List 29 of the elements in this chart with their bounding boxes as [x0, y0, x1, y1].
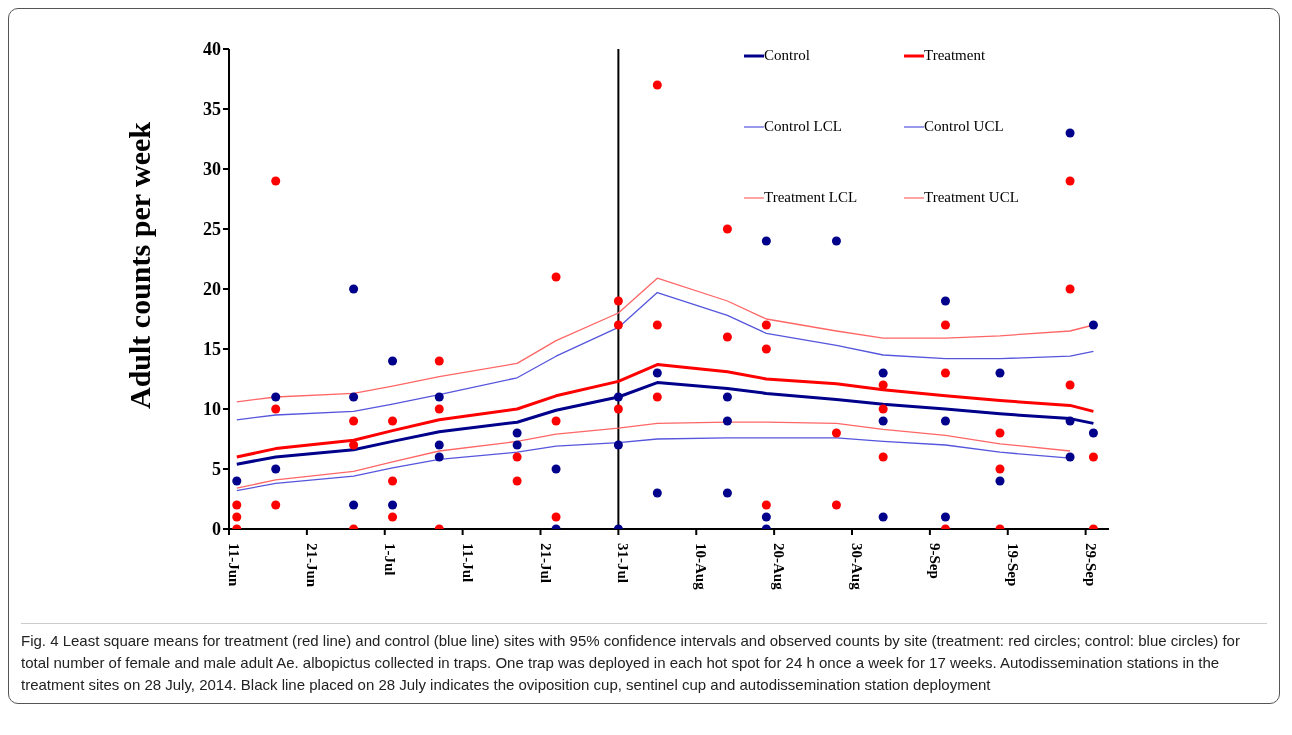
y-tick-label: 30 [203, 159, 221, 180]
legend-label: Control LCL [764, 118, 842, 135]
legend-label: Control UCL [924, 118, 1004, 135]
x-tick-label: 20-Aug [771, 543, 788, 591]
y-tick-label: 25 [203, 219, 221, 240]
x-tick-label: 29-Sep [1082, 543, 1099, 587]
x-tick-label: 30-Aug [849, 543, 866, 591]
x-tick-label: 9-Sep [926, 543, 943, 579]
legend-label: Control [764, 47, 810, 64]
x-tick-label: 31-Jul [615, 543, 632, 584]
x-tick-label: 21-Jun [303, 543, 320, 588]
x-tick-label: 11-Jul [459, 543, 476, 583]
x-tick-label: 19-Sep [1004, 543, 1021, 587]
y-tick-label: 15 [203, 339, 221, 360]
y-tick-label: 0 [212, 519, 221, 540]
legend-label: Treatment UCL [924, 189, 1019, 206]
caption: Fig. 4 Least square means for treatment (red line) and control (blue line) sites with 95% confidence intervals and observed counts by site (treatment: red circles; control: blue circles) for total number of female and male adult Ae. albopictus collected in traps. One trap was deployed in each hot spot for 24 h once a week for 17 weeks. Autodissemination stations in the treatment sites on 28 July, 2014. Black line placed on 28 July indicates the oviposition cup, sentinel cup and autodissemination station deployment [21, 631, 1241, 695]
x-tick-label: 21-Jul [537, 543, 554, 584]
y-tick-label: 20 [203, 279, 221, 300]
y-tick-label: 35 [203, 99, 221, 120]
x-tick-label: 1-Jul [381, 543, 398, 576]
y-tick-label: 10 [203, 399, 221, 420]
x-tick-label: 11-Jun [226, 543, 242, 588]
y-axis-title: Adult counts per week [122, 121, 156, 409]
y-tick-label: 5 [212, 459, 221, 480]
y-tick-label: 40 [203, 39, 221, 60]
legend-label: Treatment [924, 47, 986, 64]
legend-label: Treatment LCL [764, 189, 858, 206]
x-tick-label: 10-Aug [693, 543, 710, 591]
